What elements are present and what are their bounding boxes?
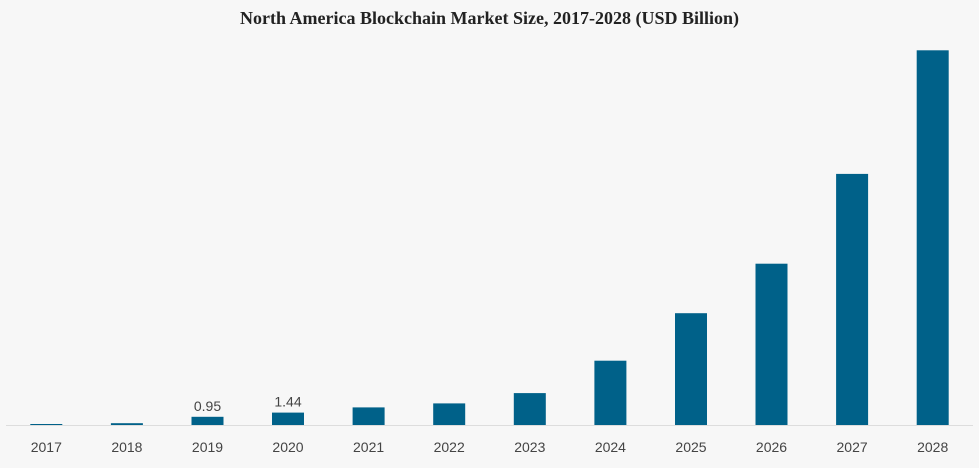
x-tick-label-2018: 2018 [111,439,142,455]
bar-2017 [30,424,63,425]
bar-2021 [352,407,385,425]
bar-2018 [110,423,143,425]
bar-2022 [433,403,466,425]
x-tick-label-2024: 2024 [595,439,626,455]
x-tick-label-2026: 2026 [756,439,787,455]
bar-2019 [191,416,224,425]
x-tick-label-2022: 2022 [434,439,465,455]
bar-2026 [755,263,788,425]
bar-2023 [513,393,546,425]
x-tick-label-2027: 2027 [837,439,868,455]
x-tick-label-2017: 2017 [31,439,62,455]
bar-2024 [594,360,627,425]
x-tick-label-2021: 2021 [353,439,384,455]
bars-layer [30,50,949,426]
data-label-2020: 1.44 [274,394,301,410]
data-labels-layer: 0.95 1.44 [194,394,302,414]
x-axis-tick-labels: 2017 2018 2019 2020 2021 2022 2023 2024 2025 2026… [31,439,949,455]
chart-title: North America Blockchain Market Size, 20… [240,8,739,29]
bar-2025 [675,313,707,425]
bar-2027 [836,173,869,425]
x-tick-label-2023: 2023 [514,439,545,455]
bar-2028 [916,50,949,426]
x-tick-label-2028: 2028 [917,439,948,455]
x-tick-label-2020: 2020 [272,439,303,455]
x-tick-label-2025: 2025 [675,439,706,455]
bar-2020 [272,412,304,425]
x-tick-label-2019: 2019 [192,439,223,455]
data-label-2019: 0.95 [194,398,221,414]
